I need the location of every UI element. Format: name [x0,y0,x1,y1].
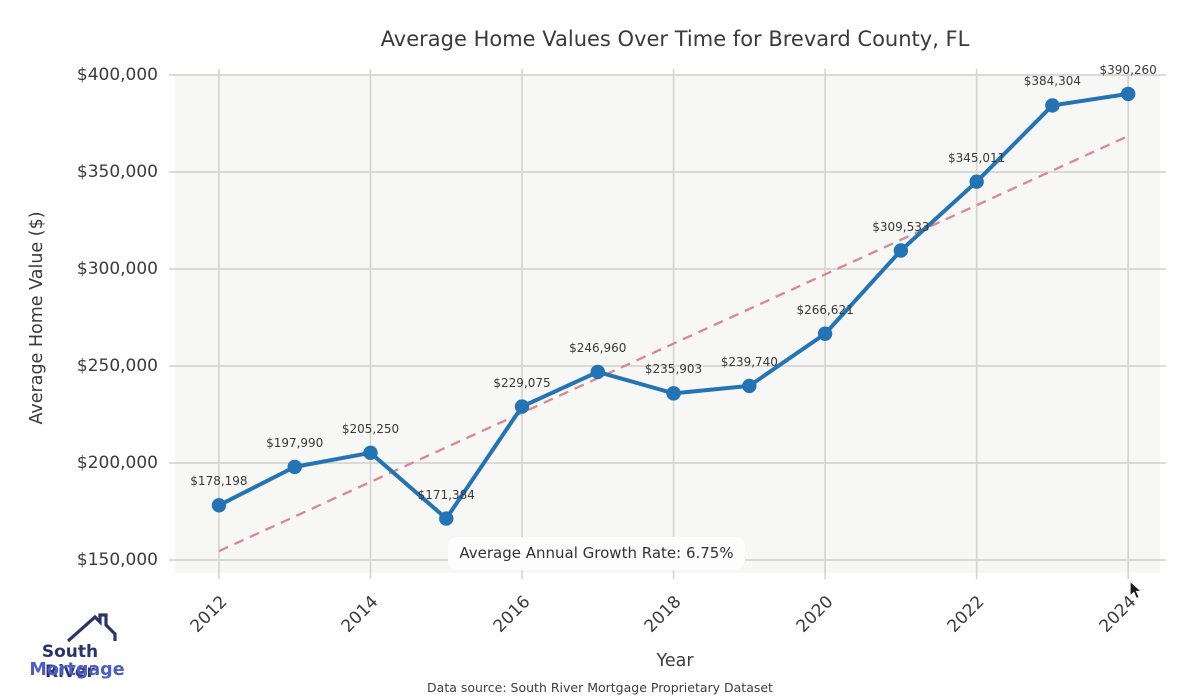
data-point [514,399,530,414]
data-point-label: $235,903 [644,362,703,377]
data-point [969,174,984,189]
data-point-label: $171,384 [417,487,475,502]
data-point-label: $266,621 [796,302,854,317]
data-point [893,243,909,258]
logo-text-mortgage: Mortgage [29,660,125,680]
y-tick-label: $200,000 [76,453,158,473]
data-source-note: Data source: South River Mortgage Propri… [427,680,773,695]
cursor-arrow [1129,580,1144,600]
logo: South River Mortgage [18,610,138,688]
data-point-label: $384,304 [1023,74,1082,89]
data-point [1045,98,1060,113]
data-point-label: $205,250 [341,421,400,436]
y-tick-label: $250,000 [76,356,158,376]
data-point-label: $229,075 [493,375,551,390]
trend-line [218,134,1129,553]
data-point-label: $345,011 [947,150,1006,165]
data-point [817,326,833,341]
data-point-label: $178,198 [190,474,248,489]
data-point-label: $309,533 [872,219,930,234]
y-tick-label: $350,000 [76,162,158,182]
data-point [287,459,302,475]
data-point [211,498,227,513]
data-point [363,445,378,461]
data-point-label: $246,960 [569,340,627,355]
data-point [439,511,454,526]
logo-roof-path [66,613,117,643]
x-axis-title: Year [656,651,694,671]
mouse-cursor [1129,580,1144,600]
chart-title: Average Home Values Over Time for Brevar… [380,27,970,51]
data-point [590,364,605,380]
data-point-label: $197,990 [266,435,324,450]
growth-rate-annotation: Average Annual Growth Rate: 6.75% [448,537,745,570]
y-tick-label: $150,000 [76,550,158,570]
data-point-label: $390,260 [1099,62,1157,77]
data-point-label: $239,740 [720,354,778,369]
data-point [742,378,757,394]
data-point [666,386,681,401]
logo-roof-icon [66,613,117,643]
y-tick-label: $400,000 [76,65,158,85]
y-tick-label: $300,000 [76,259,158,279]
data-point [1120,86,1136,102]
logo-text-south-river: South River [41,642,99,682]
plot-background [175,75,1160,573]
